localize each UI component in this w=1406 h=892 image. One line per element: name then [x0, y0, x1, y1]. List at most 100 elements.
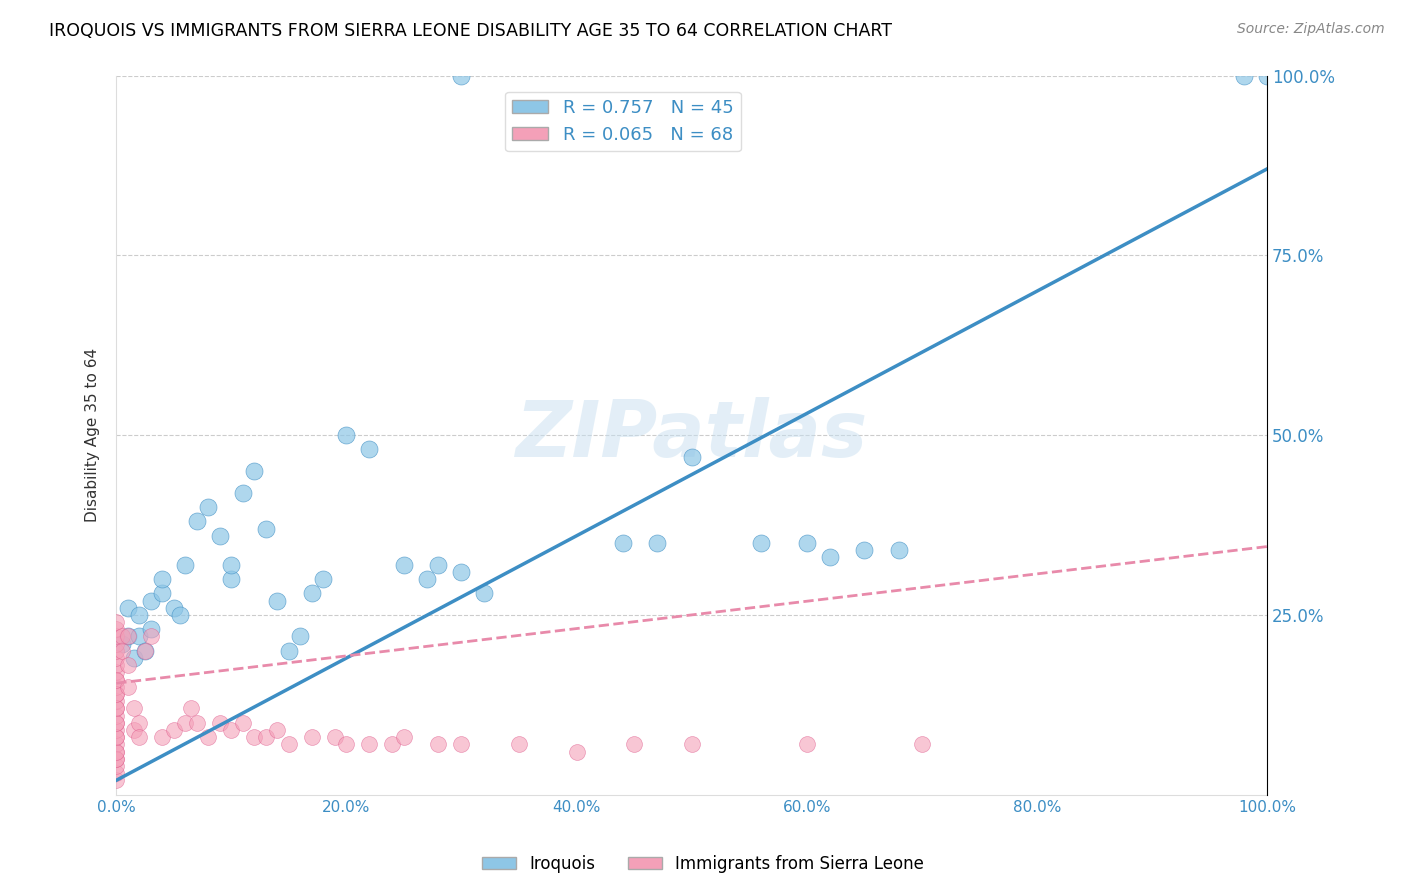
Point — [117, 630, 139, 644]
Point — [381, 737, 404, 751]
Point — [174, 558, 197, 572]
Point — [105, 745, 128, 759]
Point — [105, 701, 128, 715]
Point — [105, 680, 128, 694]
Point — [796, 737, 818, 751]
Point — [266, 723, 288, 737]
Point — [681, 450, 703, 464]
Point — [105, 687, 128, 701]
Point — [105, 615, 128, 629]
Point — [416, 572, 439, 586]
Point — [150, 572, 173, 586]
Point — [105, 752, 128, 766]
Point — [105, 715, 128, 730]
Point — [197, 730, 219, 744]
Point — [105, 708, 128, 723]
Point — [150, 586, 173, 600]
Point — [197, 500, 219, 514]
Point — [105, 694, 128, 708]
Point — [243, 464, 266, 478]
Point — [277, 737, 299, 751]
Point — [163, 600, 186, 615]
Point — [254, 730, 277, 744]
Point — [117, 658, 139, 673]
Point — [323, 730, 346, 744]
Legend: R = 0.757   N = 45, R = 0.065   N = 68: R = 0.757 N = 45, R = 0.065 N = 68 — [505, 92, 741, 152]
Point — [312, 572, 335, 586]
Point — [105, 658, 128, 673]
Point — [796, 536, 818, 550]
Point — [1233, 69, 1256, 83]
Point — [134, 644, 156, 658]
Text: IROQUOIS VS IMMIGRANTS FROM SIERRA LEONE DISABILITY AGE 35 TO 64 CORRELATION CHA: IROQUOIS VS IMMIGRANTS FROM SIERRA LEONE… — [49, 22, 893, 40]
Point — [612, 536, 634, 550]
Point — [139, 622, 162, 636]
Point — [359, 737, 381, 751]
Point — [105, 622, 128, 636]
Point — [105, 687, 128, 701]
Point — [450, 69, 472, 83]
Point — [163, 723, 186, 737]
Point — [301, 730, 323, 744]
Point — [208, 715, 231, 730]
Point — [450, 737, 472, 751]
Text: ZIPatlas: ZIPatlas — [516, 397, 868, 473]
Point — [335, 428, 357, 442]
Point — [301, 586, 323, 600]
Point — [122, 651, 145, 665]
Text: Source: ZipAtlas.com: Source: ZipAtlas.com — [1237, 22, 1385, 37]
Point — [128, 630, 150, 644]
Point — [128, 607, 150, 622]
Point — [105, 673, 128, 687]
Point — [111, 644, 134, 658]
Point — [232, 485, 254, 500]
Point — [174, 715, 197, 730]
Point — [134, 644, 156, 658]
Point — [105, 701, 128, 715]
Point — [853, 543, 876, 558]
Y-axis label: Disability Age 35 to 64: Disability Age 35 to 64 — [86, 348, 100, 522]
Point — [105, 644, 128, 658]
Point — [105, 745, 128, 759]
Point — [105, 737, 128, 751]
Point — [117, 630, 139, 644]
Point — [122, 701, 145, 715]
Point — [105, 730, 128, 744]
Point — [105, 773, 128, 788]
Point — [128, 730, 150, 744]
Point — [254, 522, 277, 536]
Point — [180, 701, 202, 715]
Point — [111, 637, 134, 651]
Point — [105, 673, 128, 687]
Point — [105, 665, 128, 680]
Point — [623, 737, 645, 751]
Point — [221, 723, 243, 737]
Point — [392, 558, 415, 572]
Point — [169, 607, 191, 622]
Point — [150, 730, 173, 744]
Point — [359, 442, 381, 457]
Legend: Iroquois, Immigrants from Sierra Leone: Iroquois, Immigrants from Sierra Leone — [475, 848, 931, 880]
Point — [565, 745, 588, 759]
Point — [139, 630, 162, 644]
Point — [105, 651, 128, 665]
Point — [186, 715, 208, 730]
Point — [911, 737, 934, 751]
Point — [474, 586, 496, 600]
Point — [105, 730, 128, 744]
Point — [887, 543, 910, 558]
Point — [508, 737, 530, 751]
Point — [277, 644, 299, 658]
Point — [111, 630, 134, 644]
Point — [186, 515, 208, 529]
Point — [105, 715, 128, 730]
Point — [427, 737, 450, 751]
Point — [105, 759, 128, 773]
Point — [335, 737, 357, 751]
Point — [105, 723, 128, 737]
Point — [117, 680, 139, 694]
Point — [243, 730, 266, 744]
Point — [122, 723, 145, 737]
Point — [681, 737, 703, 751]
Point — [105, 766, 128, 780]
